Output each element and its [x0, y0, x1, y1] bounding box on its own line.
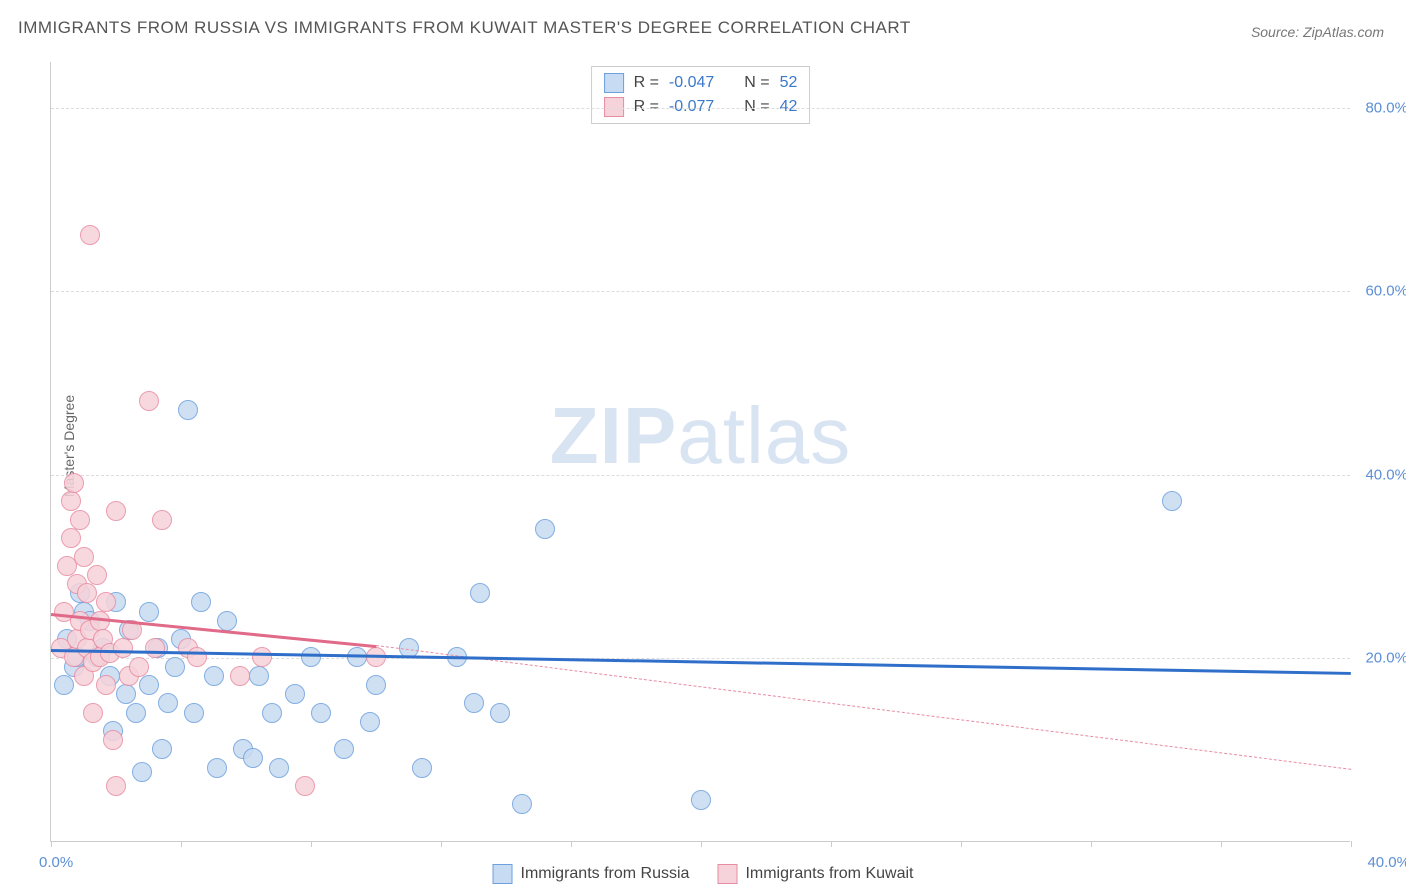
data-point: [178, 400, 198, 420]
grid-line: [51, 658, 1350, 659]
data-point: [64, 473, 84, 493]
x-tick: [51, 841, 52, 847]
data-point: [126, 703, 146, 723]
data-point: [139, 391, 159, 411]
grid-line: [51, 475, 1350, 476]
x-tick: [181, 841, 182, 847]
data-point: [301, 647, 321, 667]
watermark: ZIPatlas: [550, 390, 851, 482]
data-point: [61, 528, 81, 548]
y-tick-label: 80.0%: [1365, 99, 1406, 116]
data-point: [311, 703, 331, 723]
data-point: [83, 703, 103, 723]
data-point: [691, 790, 711, 810]
data-point: [116, 684, 136, 704]
stat-n-label: N =: [744, 71, 769, 95]
data-point: [184, 703, 204, 723]
data-point: [230, 666, 250, 686]
x-tick: [1221, 841, 1222, 847]
grid-line: [51, 291, 1350, 292]
data-point: [74, 547, 94, 567]
x-tick: [571, 841, 572, 847]
stat-r-label: R =: [634, 71, 659, 95]
data-point: [285, 684, 305, 704]
data-point: [54, 675, 74, 695]
series-legend: Immigrants from Russia Immigrants from Ku…: [493, 864, 914, 884]
data-point: [204, 666, 224, 686]
legend-item: Immigrants from Kuwait: [717, 864, 913, 884]
x-tick: [831, 841, 832, 847]
data-point: [145, 638, 165, 658]
legend-swatch: [717, 864, 737, 884]
y-tick-label: 40.0%: [1365, 466, 1406, 483]
data-point: [512, 794, 532, 814]
data-point: [269, 758, 289, 778]
data-point: [106, 776, 126, 796]
data-point: [243, 748, 263, 768]
x-tick: [1091, 841, 1092, 847]
data-point: [80, 225, 100, 245]
stats-legend-row: R = -0.047 N = 52: [604, 71, 798, 95]
x-tick: [441, 841, 442, 847]
data-point: [535, 519, 555, 539]
data-point: [96, 675, 116, 695]
x-tick: [961, 841, 962, 847]
data-point: [191, 592, 211, 612]
stat-r-value: -0.047: [669, 71, 714, 95]
x-tick-label: 40.0%: [1367, 854, 1406, 871]
data-point: [490, 703, 510, 723]
data-point: [366, 675, 386, 695]
data-point: [249, 666, 269, 686]
data-point: [470, 583, 490, 603]
x-tick: [701, 841, 702, 847]
data-point: [360, 712, 380, 732]
stat-n-value: 52: [780, 71, 798, 95]
scatter-chart: ZIPatlas R =-0.047N =52R =-0.077N =42 20…: [50, 62, 1350, 842]
legend-label: Immigrants from Kuwait: [745, 865, 913, 883]
data-point: [70, 510, 90, 530]
x-tick: [311, 841, 312, 847]
legend-swatch: [493, 864, 513, 884]
y-tick-label: 60.0%: [1365, 283, 1406, 300]
data-point: [152, 739, 172, 759]
data-point: [158, 693, 178, 713]
data-point: [464, 693, 484, 713]
data-point: [106, 501, 126, 521]
source-label: Source: ZipAtlas.com: [1251, 24, 1384, 40]
stats-legend: R =-0.047N =52R =-0.077N =42: [591, 66, 811, 124]
data-point: [96, 592, 116, 612]
data-point: [152, 510, 172, 530]
x-tick: [1351, 841, 1352, 847]
data-point: [165, 657, 185, 677]
data-point: [87, 565, 107, 585]
data-point: [139, 602, 159, 622]
data-point: [139, 675, 159, 695]
data-point: [132, 762, 152, 782]
data-point: [103, 730, 123, 750]
legend-item: Immigrants from Russia: [493, 864, 690, 884]
data-point: [262, 703, 282, 723]
data-point: [207, 758, 227, 778]
legend-label: Immigrants from Russia: [521, 865, 690, 883]
data-point: [252, 647, 272, 667]
data-point: [77, 583, 97, 603]
data-point: [61, 491, 81, 511]
y-tick-label: 20.0%: [1365, 650, 1406, 667]
data-point: [113, 638, 133, 658]
grid-line: [51, 108, 1350, 109]
data-point: [217, 611, 237, 631]
legend-swatch: [604, 73, 624, 93]
data-point: [295, 776, 315, 796]
data-point: [334, 739, 354, 759]
data-point: [412, 758, 432, 778]
data-point: [129, 657, 149, 677]
chart-title: IMMIGRANTS FROM RUSSIA VS IMMIGRANTS FRO…: [18, 18, 911, 38]
x-tick-label: 0.0%: [39, 854, 73, 871]
data-point: [1162, 491, 1182, 511]
